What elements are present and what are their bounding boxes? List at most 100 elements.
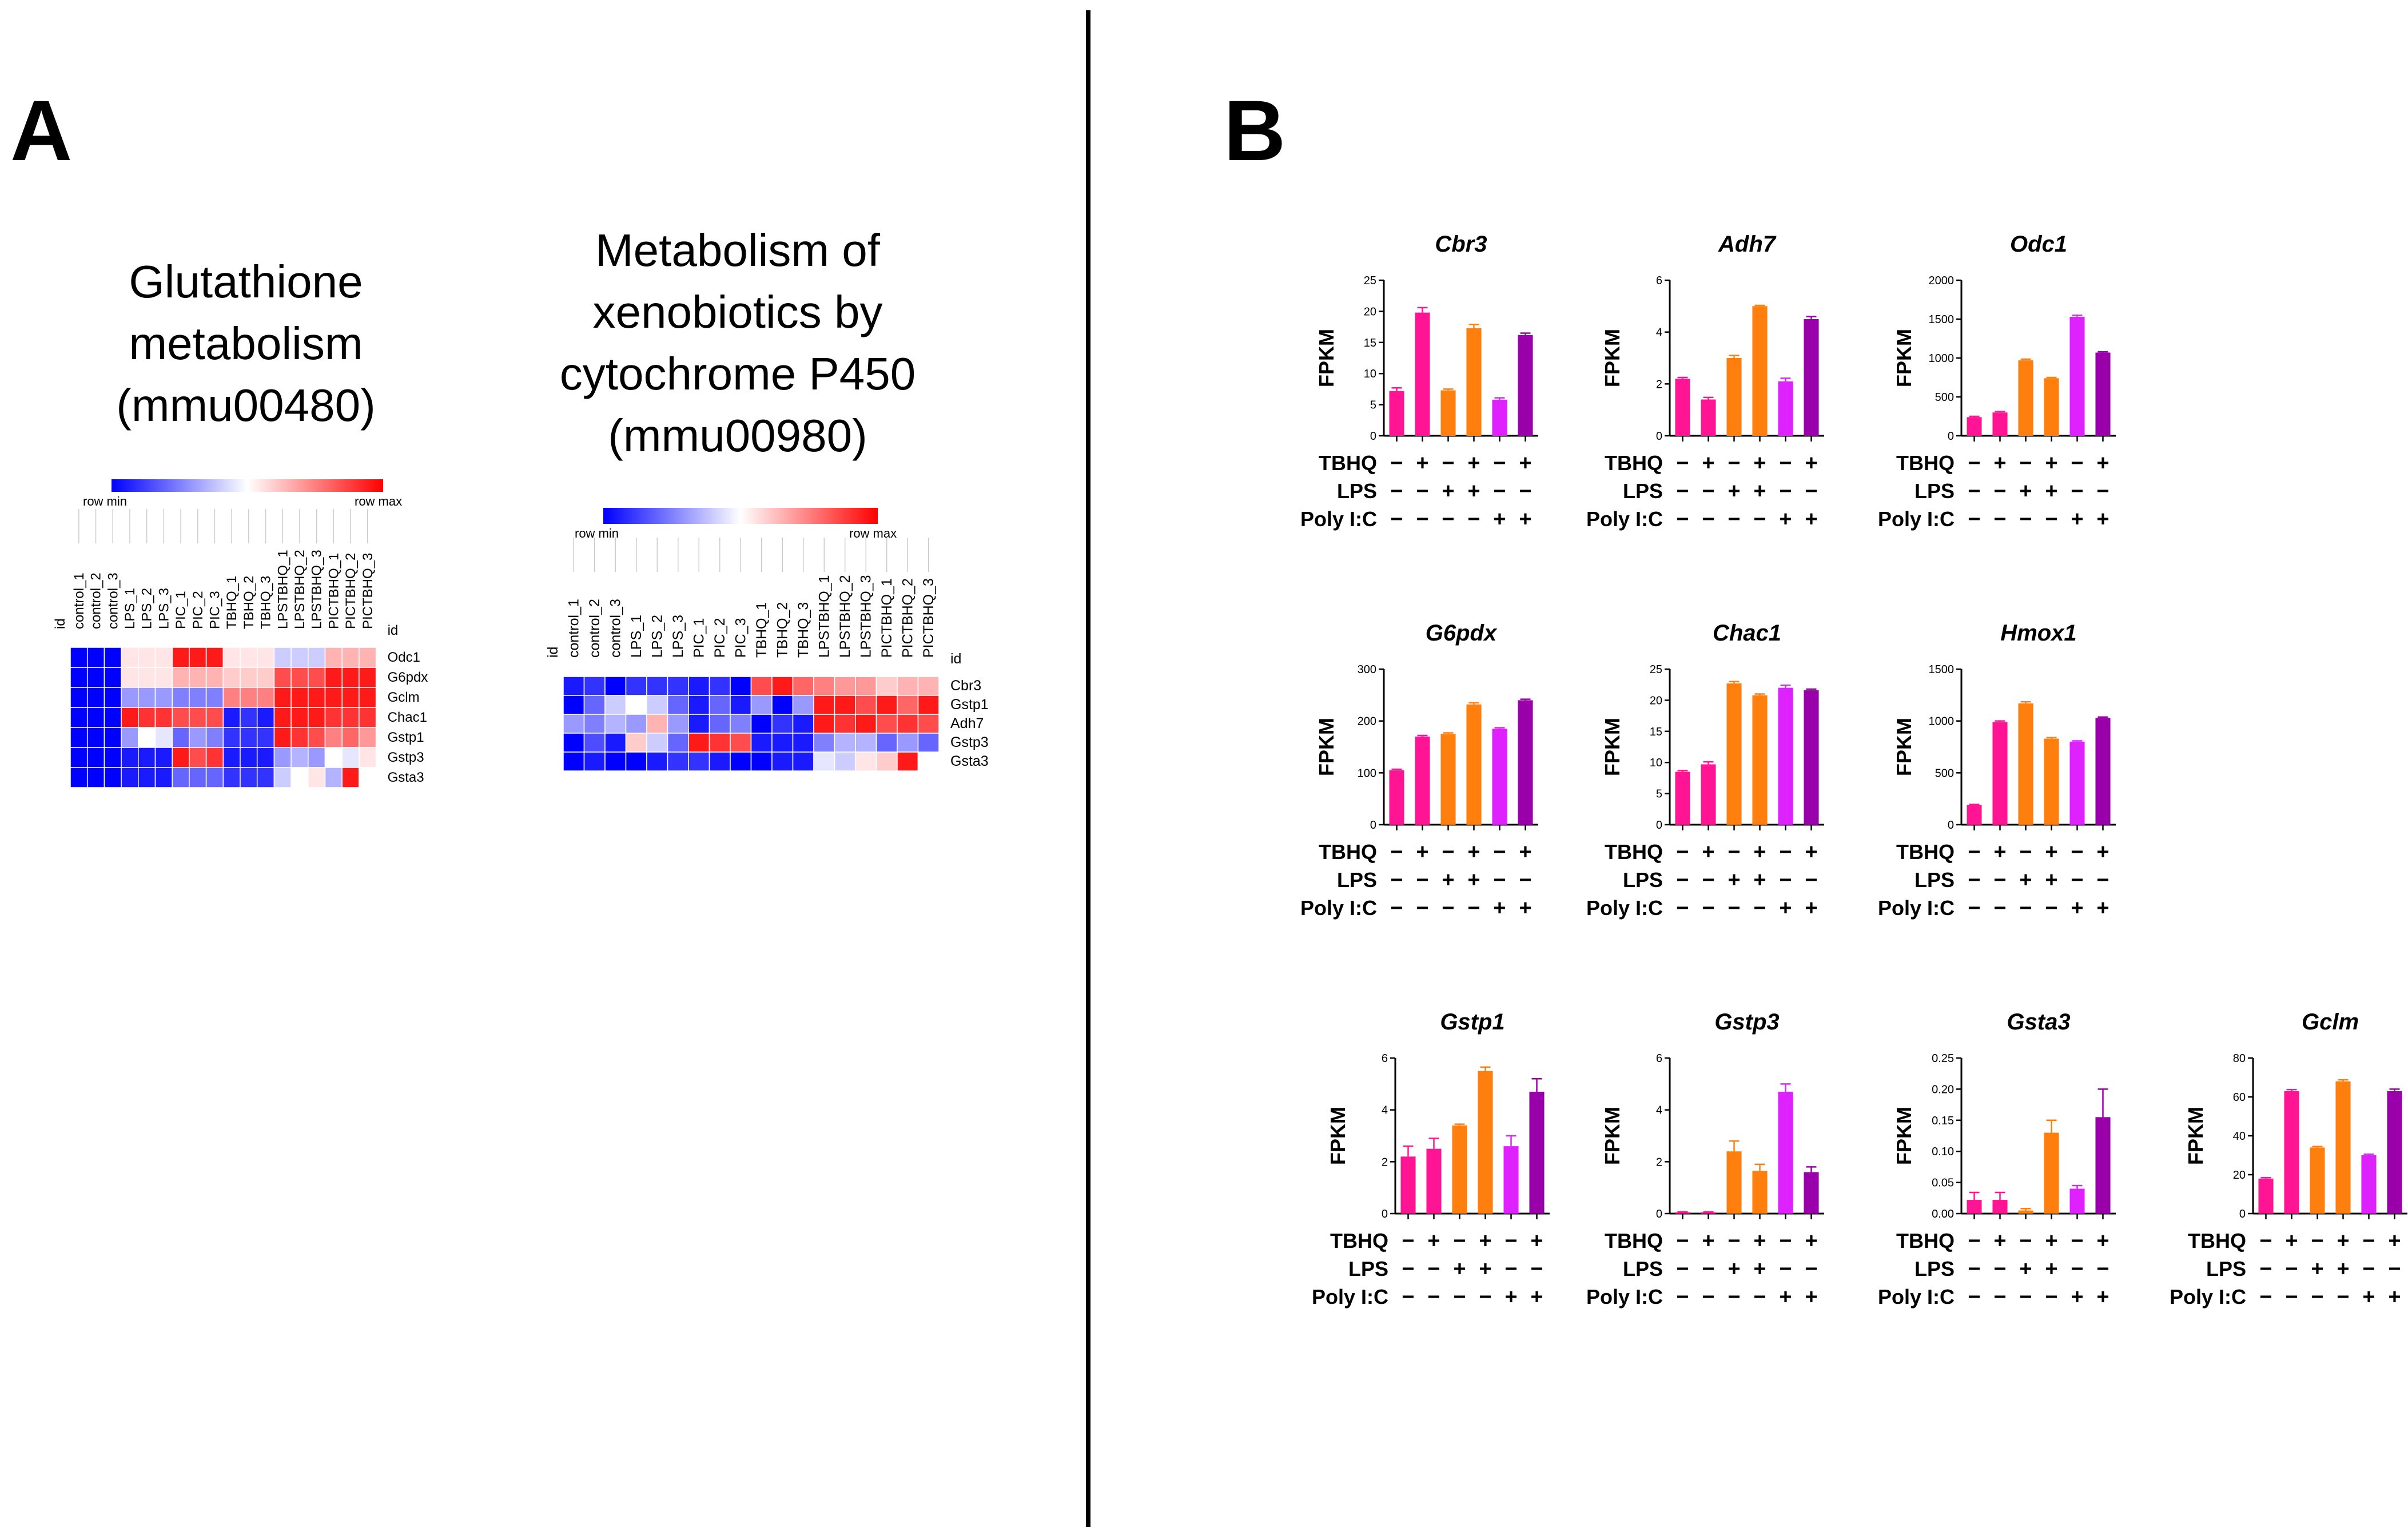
condition-sign: + [2285, 1229, 2298, 1253]
chart-title: Adh7 [1718, 232, 1777, 257]
heatmap-cell [667, 676, 689, 696]
heatmap-cell [86, 747, 105, 768]
heatmap-cell [189, 667, 207, 688]
condition-sign: − [1390, 451, 1403, 475]
condition-sign: − [2285, 1285, 2298, 1309]
heatmap-cell [771, 676, 794, 696]
condition-label: LPS [1623, 1257, 1663, 1281]
heatmap-cell [813, 676, 835, 696]
y-tick-label: 2 [1656, 378, 1662, 391]
heatmap-cell [341, 667, 360, 688]
heatmap-cell [834, 714, 856, 734]
column-label: PIC_2 [712, 618, 728, 658]
bar [1675, 1212, 1690, 1214]
condition-sign: − [1779, 840, 1792, 864]
heatmap-cell [70, 647, 88, 668]
heatmap-cell [240, 727, 258, 748]
condition-label: Poly I:C [1312, 1285, 1388, 1309]
y-tick-label: 0 [1382, 1208, 1388, 1220]
heatmap-cell [813, 751, 835, 772]
y-tick-label: 60 [2233, 1091, 2246, 1104]
y-tick-label: 25 [1364, 275, 1376, 287]
condition-sign: − [2311, 1285, 2323, 1309]
column-label: TBHQ_1 [224, 576, 240, 629]
condition-sign: − [2045, 507, 2057, 531]
panel-b-label: B [1224, 82, 1285, 178]
y-tick-label: 10 [1364, 368, 1376, 380]
heatmap-cell [855, 751, 877, 772]
heatmap-cell [172, 727, 190, 748]
condition-sign: − [1993, 896, 2006, 920]
y-tick-label: 0 [1948, 430, 1954, 443]
condition-sign: − [1676, 840, 1689, 864]
heatmap-cell [359, 667, 377, 688]
condition-sign: − [1390, 507, 1403, 531]
column-label: LPSTBHQ_2 [292, 550, 308, 629]
heatmap-cell [138, 707, 156, 728]
heatmap-cell [104, 667, 122, 688]
heatmap-cell [875, 676, 898, 696]
condition-sign: − [1779, 1257, 1792, 1281]
condition-sign: − [1427, 1285, 1440, 1309]
condition-label: Poly I:C [1878, 896, 1955, 920]
heatmap-cell [750, 676, 773, 696]
y-tick-label: 500 [1935, 767, 1954, 780]
condition-sign: − [2071, 451, 2083, 475]
condition-sign: − [1728, 896, 1740, 920]
column-label: LPSTBHQ_3 [858, 575, 874, 658]
heatmap-cell [138, 687, 156, 708]
condition-sign: + [1453, 1257, 1466, 1281]
heatmap-cell [240, 687, 258, 708]
y-tick-label: 15 [1364, 337, 1376, 349]
column-label: control_1 [71, 572, 87, 629]
heatmap-cell [256, 727, 275, 748]
condition-label: LPS [1915, 868, 1955, 892]
heatmap-cell [256, 747, 275, 768]
heatmap-cell [625, 714, 647, 734]
condition-label: LPS [1348, 1257, 1388, 1281]
heatmap-cell [688, 695, 710, 715]
condition-sign: + [1530, 1285, 1543, 1309]
condition-sign: + [1519, 896, 1531, 920]
heatmap-cell [917, 733, 940, 753]
heatmap-cell [583, 714, 606, 734]
condition-label: Poly I:C [1878, 1285, 1955, 1309]
y-axis-label: FPKM [2184, 1107, 2207, 1165]
heatmap-cell [121, 667, 139, 688]
chart-title: Gclm [2302, 1009, 2359, 1035]
y-tick-label: 4 [1656, 327, 1662, 339]
heatmap-cell [172, 747, 190, 768]
condition-sign: + [2096, 896, 2109, 920]
heatmap-cell [709, 733, 731, 753]
condition-sign: − [1968, 451, 1980, 475]
y-tick-label: 0 [1948, 819, 1954, 832]
color-scale-bar [112, 479, 383, 492]
condition-sign: − [1753, 896, 1766, 920]
id-label-left: id [53, 618, 68, 629]
condition-label: TBHQ [1896, 840, 1955, 864]
y-axis-label: FPKM [1892, 718, 1916, 776]
heatmap-cell [154, 747, 173, 768]
y-tick-label: 0 [1370, 430, 1376, 443]
bar [1492, 399, 1507, 436]
bar [1503, 1146, 1519, 1214]
bar [1752, 306, 1768, 436]
condition-sign: − [1479, 1285, 1491, 1309]
bar [2069, 1188, 2085, 1214]
heatmap-cell [308, 647, 326, 668]
condition-sign: − [2311, 1229, 2323, 1253]
heatmap-cell [604, 714, 627, 734]
heatmap-cell [750, 695, 773, 715]
condition-sign: + [1805, 1285, 1817, 1309]
heatmap-cell [290, 647, 309, 668]
heatmap-cell [273, 647, 292, 668]
condition-sign: − [1702, 479, 1714, 503]
row-label: Gstp1 [388, 730, 424, 745]
condition-sign: + [2071, 507, 2083, 531]
condition-sign: + [1779, 507, 1792, 531]
heatmap-cell [138, 667, 156, 688]
condition-label: Poly I:C [1878, 507, 1955, 531]
